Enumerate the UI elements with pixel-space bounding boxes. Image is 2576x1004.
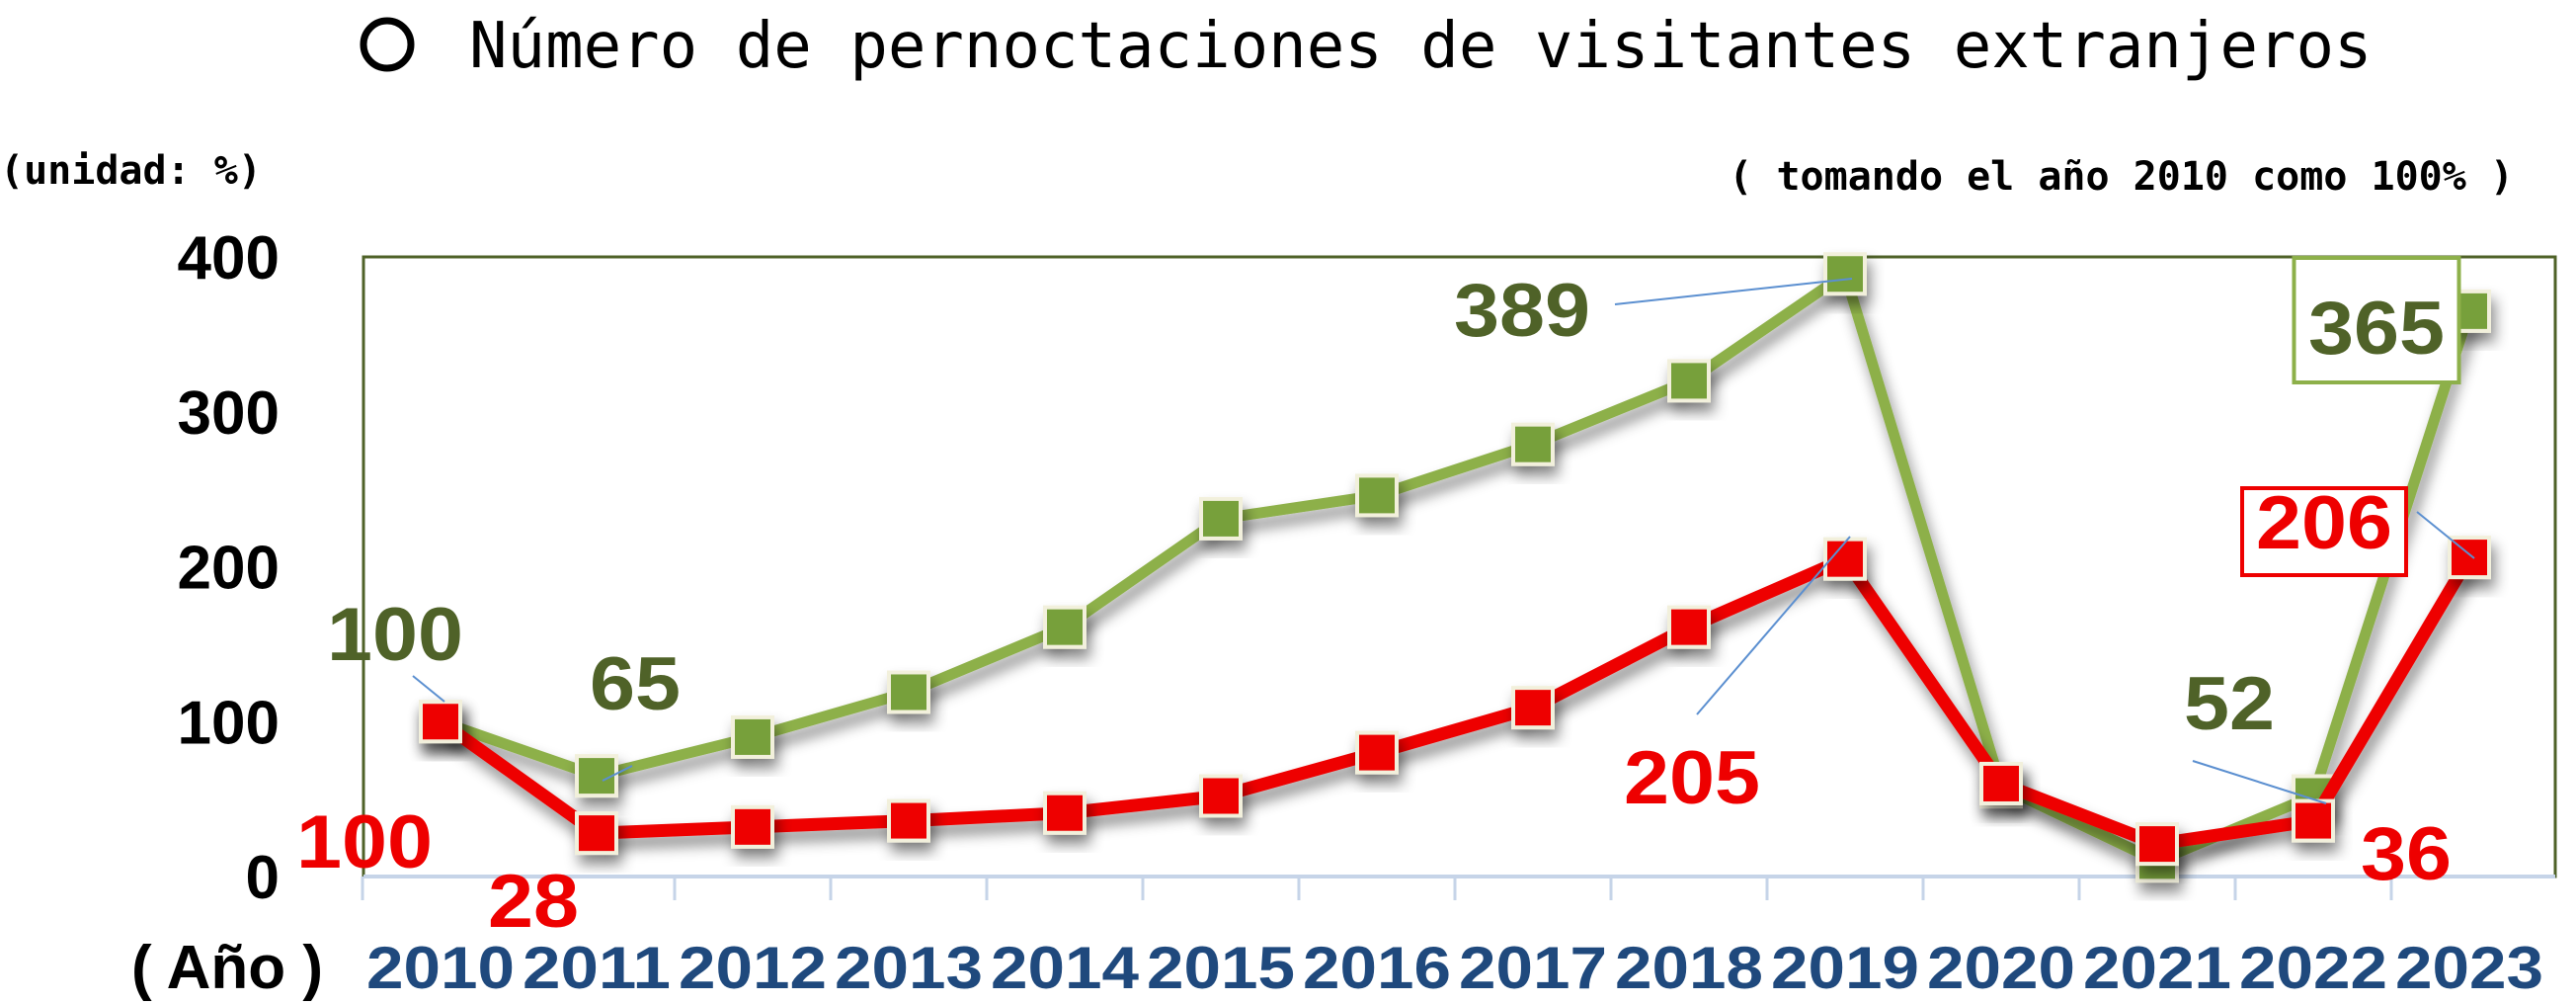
data-point-marker [731, 714, 774, 759]
x-tick-label: 2011 [523, 935, 671, 1001]
x-tick-label: 2016 [1303, 935, 1451, 1001]
data-point-marker [1667, 605, 1711, 649]
chart-title: Número de pernoctaciones de visitantes e… [469, 10, 2373, 83]
data-point-marker [1355, 473, 1399, 518]
x-tick-label: 2012 [679, 935, 827, 1001]
y-tick-label: 300 [178, 379, 280, 448]
y-tick-label: 0 [246, 844, 280, 912]
x-tick-label: 2023 [2395, 935, 2543, 1001]
data-point-marker [1511, 422, 1555, 466]
x-tick-label: 2014 [991, 935, 1140, 1001]
data-point-marker [2292, 798, 2335, 843]
y-tick-label: 100 [178, 689, 280, 757]
plot-area [362, 255, 2557, 878]
title-bullet-icon [360, 17, 415, 72]
data-label: 365 [2308, 287, 2445, 371]
x-tick-label: 2017 [1459, 935, 1607, 1001]
series-1 [419, 536, 2491, 867]
x-tick-label: 2013 [835, 935, 983, 1001]
data-point-marker [887, 670, 930, 714]
data-label: 36 [2361, 812, 2452, 896]
leader-line [2192, 760, 2327, 804]
data-point-marker [887, 798, 930, 843]
data-label: 100 [296, 800, 433, 884]
x-tick-label: 2019 [1771, 935, 1919, 1001]
data-label: 100 [327, 593, 463, 677]
leader-line [2416, 511, 2475, 559]
data-label: 65 [590, 642, 681, 726]
data-label: 52 [2184, 662, 2275, 746]
y-axis-unit: (unidad: %) [0, 148, 262, 194]
data-label: 205 [1624, 736, 1760, 820]
x-tick-label: 2015 [1147, 935, 1295, 1001]
data-label: 389 [1454, 269, 1590, 353]
y-tick-label: 200 [178, 535, 280, 603]
data-point-marker [1823, 252, 1867, 296]
data-label: 28 [488, 860, 579, 944]
data-point-marker [1199, 496, 1243, 541]
data-point-marker [1043, 605, 1087, 649]
data-point-marker [1199, 774, 1243, 818]
data-point-marker [731, 804, 774, 849]
x-tick-label: 2022 [2239, 935, 2387, 1001]
leader-line [412, 675, 445, 703]
data-point-marker [1667, 359, 1711, 403]
data-point-marker [1511, 686, 1555, 730]
x-tick-label: 2010 [366, 935, 515, 1001]
leader-line [1614, 278, 1853, 305]
x-tick-label: 2018 [1615, 935, 1763, 1001]
data-point-marker [1355, 730, 1399, 775]
x-axis-label: ( Año ) [131, 934, 323, 1002]
data-point-marker [575, 754, 618, 798]
x-tick-label: 2020 [1927, 935, 2075, 1001]
x-tick-label: 2021 [2083, 935, 2231, 1001]
data-label-box [2240, 486, 2408, 577]
data-label: 206 [2256, 481, 2392, 565]
chart-subtitle: ( tomando el año 2010 como 100% ) [1729, 154, 2514, 200]
leader-line [1696, 536, 1851, 715]
data-point-marker [1979, 761, 2023, 805]
data-point-marker [575, 811, 618, 856]
y-tick-label: 400 [178, 224, 280, 293]
data-point-marker [2135, 822, 2179, 867]
series-line [437, 552, 2475, 851]
leader-line [602, 765, 633, 782]
series-line [439, 268, 2475, 867]
data-point-marker [419, 700, 462, 744]
data-label-box [2292, 256, 2461, 384]
data-point-marker [1043, 791, 1087, 835]
